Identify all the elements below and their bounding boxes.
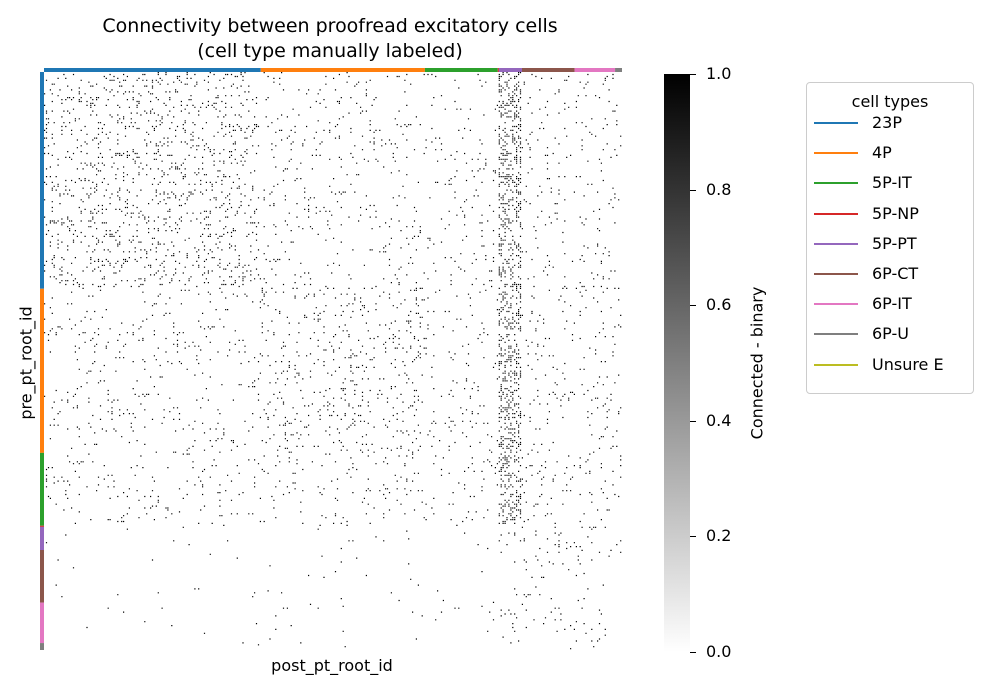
colorbar-tick-mark	[690, 305, 696, 307]
row-cell-type-bar	[40, 72, 44, 650]
legend-label: Unsure E	[872, 354, 944, 374]
row-bar-segment	[40, 452, 44, 526]
colorbar-tick-mark	[690, 536, 696, 538]
legend-entry: Unsure E	[814, 355, 972, 375]
legend-label: 23P	[872, 113, 903, 132]
column-bar-segment	[498, 68, 523, 72]
legend-line	[814, 273, 858, 275]
legend-label: 6P-IT	[872, 294, 912, 314]
colorbar-tick-label: 0.6	[706, 295, 732, 315]
column-bar-segment	[260, 68, 425, 72]
column-bar-segment	[615, 68, 622, 72]
legend-line	[814, 212, 858, 215]
legend-title: cell types	[851, 92, 929, 111]
heatmap-background	[44, 72, 622, 650]
legend-entry: 6P-CT	[814, 264, 972, 284]
legend-entry: 5P-NP	[814, 204, 972, 224]
column-cell-type-bar	[44, 68, 622, 72]
row-bar-segment	[40, 525, 44, 527]
colorbar-tick-mark	[690, 420, 696, 422]
row-bar-segment	[40, 288, 44, 453]
colorbar-tick-mark	[690, 652, 696, 653]
column-bar-segment	[44, 68, 261, 72]
row-bar-segment	[40, 526, 44, 551]
legend-label: 5P-IT	[872, 173, 912, 193]
row-bar-segment	[40, 72, 44, 289]
legend-line	[814, 303, 858, 306]
colorbar-tick-label: 1.0	[706, 64, 732, 83]
legend-label: 5P-NP	[872, 203, 919, 223]
legend-line	[814, 333, 858, 336]
colorbar-tick-mark	[690, 74, 696, 75]
colorbar	[664, 74, 690, 652]
column-bar-segment	[522, 68, 575, 72]
legend-entry: 6P-U	[814, 324, 972, 344]
legend-line	[814, 182, 858, 185]
row-bar-segment	[40, 643, 44, 650]
column-bar-segment	[424, 68, 498, 72]
heatmap-plot	[40, 68, 622, 650]
y-axis-label: pre_pt_root_id	[16, 306, 36, 420]
legend: cell types 23P 4P 5P-IT 5P-NP 5P-PT 6P-CT 6P-I…	[806, 82, 974, 394]
colorbar-label: Connected - binary	[747, 286, 767, 440]
column-bar-segment	[497, 68, 499, 72]
legend-entry: 4P	[814, 143, 972, 163]
colorbar-tick-label: 0.0	[706, 642, 732, 661]
colorbar-tick-label: 0.8	[706, 179, 732, 199]
legend-entry: 6P-IT	[814, 294, 972, 314]
x-axis-label: post_pt_root_id	[271, 656, 393, 675]
chart-title: Connectivity between proofread excitator…	[102, 15, 558, 37]
legend-line	[814, 363, 858, 366]
chart-subtitle: (cell type manually labeled)	[197, 40, 463, 62]
column-bar-segment	[574, 68, 616, 72]
legend-entry: 23P	[814, 113, 972, 133]
colorbar-tick-label: 0.4	[706, 410, 732, 430]
legend-label: 6P-CT	[872, 264, 919, 283]
legend-label: 4P	[872, 143, 892, 163]
legend-entry: 5P-PT	[814, 234, 972, 254]
legend-entry: 5P-IT	[814, 173, 972, 193]
legend-line	[814, 122, 858, 124]
colorbar-tick-label: 0.2	[706, 526, 732, 546]
legend-line	[814, 152, 858, 155]
legend-label: 6P-U	[872, 324, 909, 344]
legend-label: 5P-PT	[872, 233, 917, 253]
row-bar-segment	[40, 550, 44, 603]
colorbar-tick-mark	[690, 189, 696, 191]
legend-line	[814, 242, 858, 245]
row-bar-segment	[40, 602, 44, 644]
